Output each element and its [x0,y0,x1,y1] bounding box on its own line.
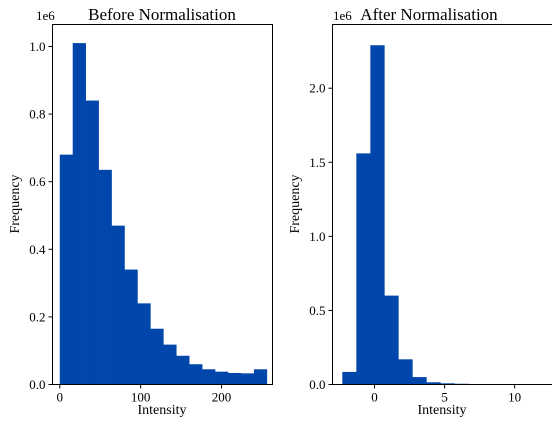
bars [342,45,552,385]
y-tick-label: 1.0 [309,229,325,244]
histogram-bar [202,369,216,385]
x-axis-label: Intensity [138,403,187,418]
histogram-bar [398,359,413,385]
y-tick-label: 1.5 [309,155,325,170]
y-multiplier-label: 1e6 [36,8,55,23]
y-tick-label: 0.2 [29,309,45,324]
chart-after-normalisation: After Normalisation 1e6 0 5 10 0.0 0.5 1.0 1.… [288,5,552,418]
x-ticks: 0 100 200 [57,384,232,405]
y-ticks: 0.0 0.5 1.0 1.5 2.0 [309,81,333,392]
histogram-bar [412,377,427,385]
y-tick-label: 1.0 [29,39,45,54]
histogram-bar [72,43,86,385]
x-tick-label: 10 [508,390,521,405]
plot-frame [332,24,552,385]
histogram-bar [215,371,229,385]
y-multiplier-label: 1e6 [333,8,352,23]
y-axis-label: Frequency [288,174,303,233]
x-axis-label: Intensity [418,403,467,418]
histogram-bar [150,328,164,385]
histogram-bar [253,369,268,385]
x-tick-label: 100 [131,390,151,405]
x-tick-label: 5 [441,390,448,405]
y-tick-label: 0.0 [309,377,325,392]
histogram-bar [370,45,385,385]
y-ticks: 0.0 0.2 0.4 0.6 0.8 1.0 [29,39,53,392]
histogram-bar [240,373,255,385]
chart-before-normalisation: Before Normalisation 1e6 0 100 200 0.00.20… [8,5,273,418]
y-tick-label: 0.8 [29,107,45,122]
plot-frame [52,24,273,385]
histogram-bar [98,169,112,385]
x-tick-label: 0 [371,390,378,405]
bars [59,43,268,385]
histogram-bar [356,153,371,385]
histogram-bar [440,383,455,385]
histogram-bar [189,364,203,385]
histogram-bar [384,295,399,385]
x-tick-label: 200 [212,390,232,405]
histogram-bar [137,303,151,385]
y-tick-label: 2.0 [309,81,325,96]
histogram-bar [124,269,138,385]
y-tick-label: 0.5 [309,303,325,318]
x-tick-label: 0 [57,390,64,405]
y-tick-label: 0.4 [29,242,46,257]
histogram-bar [426,382,441,385]
histogram-bar [176,355,190,385]
chart-title: After Normalisation [360,5,498,24]
histogram-bar [59,154,74,385]
x-ticks: 0 5 10 [371,384,521,405]
y-tick-label: 0.6 [29,174,46,189]
histogram-bar [163,344,177,385]
chart-title: Before Normalisation [88,5,236,24]
histogram-bar [342,371,357,385]
y-axis-label: Frequency [8,174,23,233]
histogram-bar [85,100,99,385]
y-tick-label: 0.0 [29,377,45,392]
histogram-bar [111,225,125,385]
histogram-bar [228,373,242,385]
